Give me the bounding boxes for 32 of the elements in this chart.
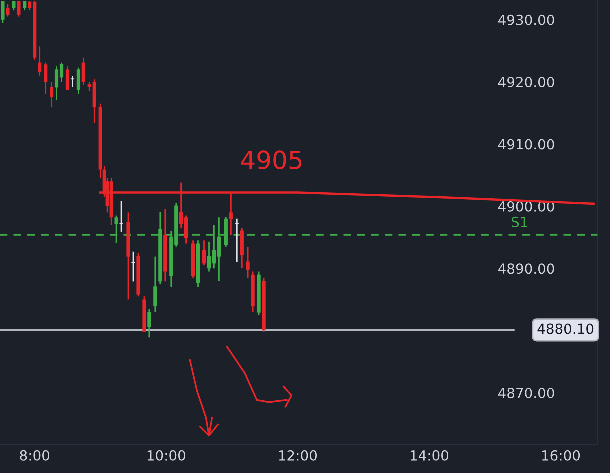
candlestick xyxy=(38,46,42,77)
candlestick xyxy=(70,76,75,88)
candlestick xyxy=(66,66,70,91)
y-tick-label: 4920.00 xyxy=(498,77,554,88)
y-tick-label: 4910.00 xyxy=(498,139,554,150)
y-tick-label: 4870.00 xyxy=(498,388,554,398)
candlestick xyxy=(154,256,158,313)
ref-line-label: 4880.10 xyxy=(538,324,594,334)
candlestick xyxy=(23,0,27,12)
candlestick xyxy=(44,62,48,96)
candlestick xyxy=(82,57,86,86)
candlestick xyxy=(246,246,250,279)
candlestick xyxy=(120,200,124,233)
candlestick xyxy=(132,251,136,282)
annotation: 4905 xyxy=(241,150,302,170)
x-tick-label: 8:00 xyxy=(20,450,50,461)
x-tick-label: 16:00 xyxy=(542,450,580,461)
candlestick xyxy=(76,67,81,96)
candlestick xyxy=(12,0,16,12)
candlestick xyxy=(1,0,5,24)
y-tick-label: 4890.00 xyxy=(498,264,554,274)
ref-line-label: S1 xyxy=(512,216,528,228)
candlestick xyxy=(17,0,21,18)
candlestick xyxy=(6,4,10,18)
candlestick xyxy=(235,218,239,264)
candlestick xyxy=(202,240,206,266)
x-tick-label: 14:00 xyxy=(410,450,449,461)
candlestick xyxy=(148,308,152,338)
y-tick-label: 4930.00 xyxy=(498,14,554,26)
x-tick-label: 12:00 xyxy=(279,450,318,461)
x-tick-label: 10:00 xyxy=(148,450,186,461)
candlestick xyxy=(50,81,54,108)
